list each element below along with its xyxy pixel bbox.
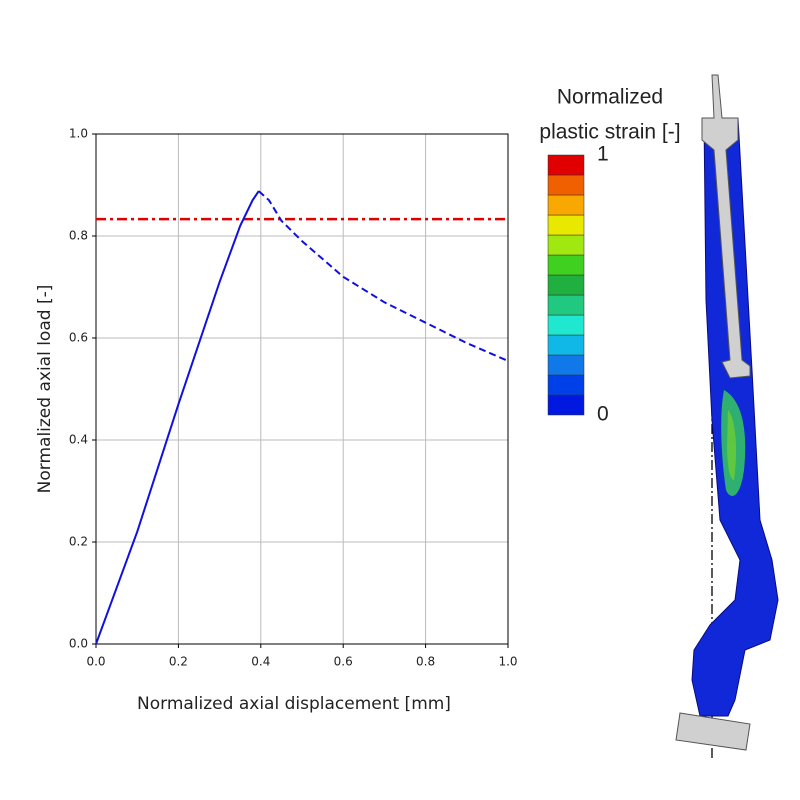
x-tick-label: 0.4 (251, 655, 270, 669)
x-tick-label: 0.2 (169, 655, 188, 669)
fem-rod (701, 74, 751, 379)
colorbar-band (547, 334, 585, 356)
colorbar-band (547, 214, 585, 236)
colorbar-band (547, 374, 585, 396)
colorbar-band (547, 314, 585, 336)
data-line (258, 190, 509, 362)
y-tick-label: 0.8 (69, 229, 88, 243)
colorbar-band (547, 394, 585, 416)
x-tick-label: 0.0 (86, 655, 105, 669)
chart: Normalized axial displacement [mm] Norma… (35, 86, 681, 714)
colorbar-band (547, 354, 585, 376)
plot-frame (95, 133, 509, 645)
y-tick-label: 0.0 (69, 637, 88, 651)
colorbar-title: plastic strain [-] (539, 121, 680, 144)
y-axis-label: Normalized axial load [-] (35, 285, 55, 494)
x-tick-label: 0.8 (416, 655, 435, 669)
y-tick-label: 0.6 (69, 331, 88, 345)
colorbar-band (547, 194, 585, 216)
colorbar-band (547, 154, 585, 176)
colorbar-band (547, 254, 585, 276)
colorbar-band (547, 294, 585, 316)
data-line (95, 190, 260, 645)
x-tick-label: 0.6 (334, 655, 353, 669)
colorbar-tick-label: 1 (597, 143, 609, 166)
colorbar-title: Normalized (557, 86, 663, 109)
y-tick-label: 0.2 (69, 535, 88, 549)
fem-model (675, 74, 779, 760)
colorbar-band (547, 174, 585, 196)
colorbar-band (547, 274, 585, 296)
x-tick-label: 1.0 (498, 655, 517, 669)
y-tick-label: 1.0 (69, 127, 88, 141)
y-tick-label: 0.4 (69, 433, 88, 447)
x-axis-label: Normalized axial displacement [mm] (137, 694, 451, 714)
colorbar-band (547, 234, 585, 256)
fem-strain-core (727, 410, 736, 480)
fem-clamp (675, 712, 751, 751)
colorbar-tick-label: 0 (597, 403, 609, 426)
